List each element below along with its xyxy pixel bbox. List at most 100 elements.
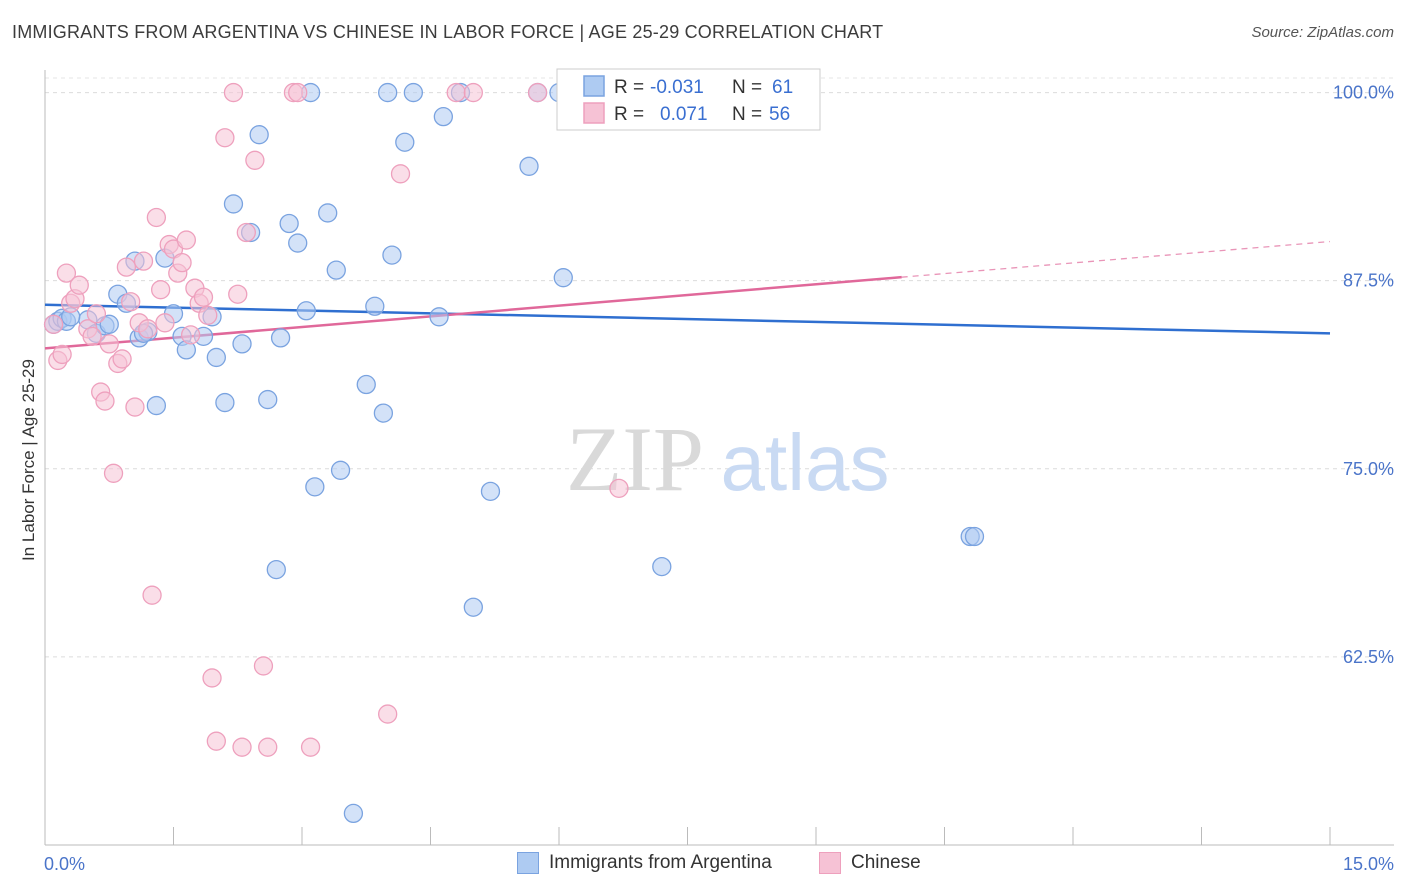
data-point-argentina [99,314,119,334]
legend-r-value-2: 0.071 [660,104,708,125]
data-point-chinese [236,222,256,243]
data-point-chinese [288,82,308,103]
stats-legend: R = -0.031 N = 61 R = 0.071 N = 56 [556,68,821,131]
data-point-chinese [202,668,222,688]
data-point-chinese [99,334,119,354]
data-point-chinese [56,263,77,283]
y-tick-labels: 100.0% 87.5% 75.0% 62.5% [1333,83,1394,667]
legend-swatch-icon [517,852,539,874]
data-point-chinese [228,284,248,304]
data-point-chinese [121,292,141,312]
data-point-chinese [245,150,265,170]
data-point-chinese [146,207,167,228]
legend-label-argentina: Immigrants from Argentina [549,852,772,873]
data-point-argentina [232,334,252,354]
data-point-argentina [343,803,364,824]
legend-r-label-2: R = [614,104,644,125]
data-point-chinese [258,737,278,757]
data-point-chinese [215,128,235,148]
data-point-chinese [223,82,244,103]
data-point-argentina [378,82,398,103]
legend-item-chinese[interactable]: Chinese [819,852,921,874]
data-point-chinese [95,391,115,411]
y-tick-label: 75.0% [1343,459,1394,479]
data-point-chinese [69,275,89,295]
data-point-chinese [43,314,64,334]
legend-swatch-icon [819,852,841,874]
data-point-chinese [378,704,398,724]
data-point-chinese [155,313,175,333]
data-point-argentina [266,559,286,580]
legend-r-label-1: R = [614,77,644,98]
data-point-argentina [296,301,316,321]
data-point-argentina [463,597,483,617]
watermark-atlas: atlas [721,418,890,507]
data-point-argentina [330,460,351,480]
x-tick-label-min: 0.0% [44,854,85,874]
data-point-argentina [382,245,402,265]
data-point-argentina [206,347,226,368]
data-point-argentina [433,107,454,127]
data-point-chinese [112,349,132,369]
legend-label-chinese: Chinese [851,852,921,873]
data-points [43,82,985,824]
data-point-chinese [172,252,192,273]
data-point-argentina [652,556,672,577]
data-point-chinese [138,319,158,339]
data-point-argentina [223,194,244,214]
data-point-argentina [519,156,539,176]
data-point-argentina [373,403,394,423]
data-point-chinese [463,82,483,103]
data-point-argentina [318,203,338,223]
data-point-chinese [193,287,214,307]
trend-line-dashed-1 [901,240,1331,278]
data-point-chinese [300,737,321,757]
data-point-chinese [180,325,201,345]
data-point-argentina [249,125,269,145]
data-point-argentina [215,392,235,413]
data-point-chinese [82,326,102,347]
y-tick-label: 87.5% [1343,271,1394,291]
data-point-argentina [270,328,291,348]
data-point-argentina [326,260,346,280]
data-point-chinese [133,251,154,271]
data-point-argentina [553,268,573,288]
data-point-chinese [150,280,171,300]
data-point-chinese [527,82,548,103]
data-point-chinese [609,478,629,498]
legend-n-value-2: 56 [769,104,790,125]
data-point-argentina [258,389,278,410]
data-point-argentina [305,477,325,497]
data-point-chinese [198,305,218,325]
data-point-chinese [103,463,124,483]
data-point-argentina [356,374,376,395]
data-point-argentina [365,296,385,316]
legend-n-label-1: N = [732,77,762,98]
legend-n-label-2: N = [732,104,762,125]
data-point-chinese [232,737,252,757]
data-point-chinese [116,257,137,277]
data-point-chinese [52,344,72,365]
data-point-chinese [206,731,226,751]
chart-title: IMMIGRANTS FROM ARGENTINA VS CHINESE IN … [12,22,884,42]
data-point-argentina [288,233,308,253]
data-point-chinese [142,585,162,605]
x-tick-label-max: 15.0% [1343,854,1394,874]
y-tick-label: 62.5% [1343,647,1394,667]
legend-r-value-1: -0.031 [650,77,704,98]
axes [44,70,1394,846]
data-point-argentina [146,395,167,416]
y-tick-label: 100.0% [1333,83,1394,103]
legend-swatch-chinese [583,102,605,124]
legend-n-value-1: 61 [772,77,793,98]
data-point-argentina [403,82,424,103]
data-point-chinese [125,397,145,417]
data-point-chinese [86,304,107,324]
data-point-chinese [390,164,411,184]
watermark: ZIP atlas [566,408,889,510]
data-point-argentina [480,481,501,502]
data-point-chinese [176,230,197,250]
data-point-chinese [253,656,274,676]
legend-item-argentina[interactable]: Immigrants from Argentina [517,852,772,874]
